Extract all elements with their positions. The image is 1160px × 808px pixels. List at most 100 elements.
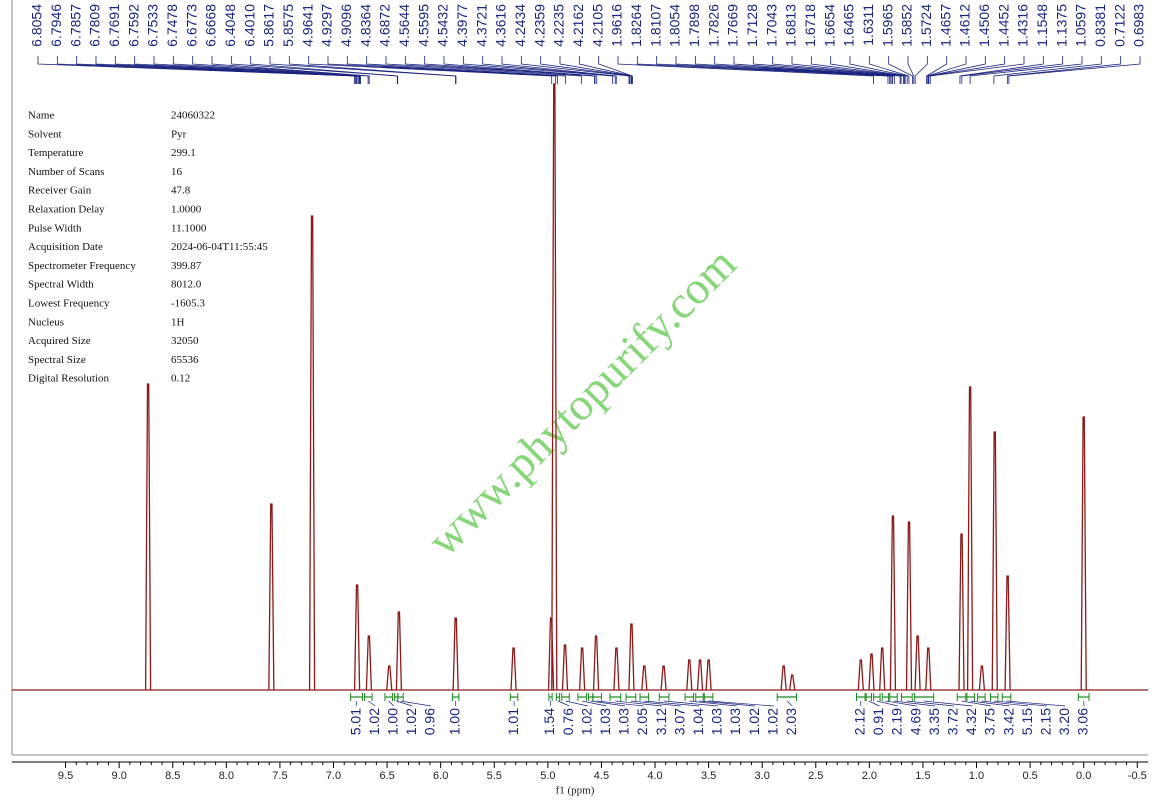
peak [978,665,986,691]
integral-label: 1.02 [366,708,382,735]
param-name: Pulse Width [28,222,82,234]
param-value: 32050 [171,335,199,347]
peak-label: 1.6654 [821,4,837,47]
integral-connector [994,700,1047,707]
integral-label: 1.02 [746,708,762,735]
peak [991,431,998,691]
peak-label-connector [888,56,914,84]
peak-label: 6.8054 [29,4,45,47]
param-value: 1.0000 [171,204,202,216]
integral-connector [664,700,718,707]
peak-label-connector [462,56,613,84]
integral-connector [597,700,644,707]
peak [958,533,965,691]
integral-label: 2.12 [851,708,867,735]
peak [889,515,897,691]
peak-label: 4.5644 [396,4,412,47]
peak-label-connector [559,56,632,84]
integral-label: 1.02 [764,708,780,735]
integral-connector [906,700,954,707]
peak-label-connector [1006,56,1122,84]
peak [789,674,796,691]
peak-label: 6.7592 [125,4,141,47]
peak-label-connector [192,56,369,84]
integral-connector [893,700,936,707]
x-tick-label: 1.5 [915,770,930,782]
peak [551,83,558,691]
peak [696,659,704,691]
integral-connector [615,700,663,707]
integral-connector [868,700,880,707]
integral-label: 4.69 [907,708,923,735]
x-tick-label: 2.0 [862,770,877,782]
peak-label-connector [404,56,595,84]
peak-label: 1.7898 [686,4,702,47]
peak [686,659,693,691]
peak-label-connector [327,56,556,84]
peak-label-connector [961,56,1064,84]
param-name: Temperature [28,147,84,159]
peak-label-connector [791,56,904,84]
peak-label-connector [114,56,359,84]
peak [268,503,275,691]
peak-label: 4.6872 [377,4,393,47]
integral-label: 1.00 [446,708,462,735]
param-value: 16 [171,166,183,178]
peak-label-connector [501,56,617,84]
integral-connector [400,700,432,707]
peak-label: 5.8617 [261,4,277,47]
peak-label: 1.8264 [628,4,644,47]
integral-label: 3.12 [653,708,669,735]
x-tick-label: 5.0 [540,770,555,782]
x-tick-label: 0.5 [1022,770,1037,782]
x-tick-label: 2.5 [808,770,823,782]
peak-label: 4.9641 [299,4,315,47]
x-tick-label: 6.5 [379,770,394,782]
peak-label-connector [907,56,915,84]
peak-label-connector [772,56,902,84]
peak-label: 6.6668 [203,4,219,47]
integral-label: 0.76 [560,708,576,735]
peak-label: 4.2105 [589,4,605,47]
peak-label: 4.3616 [493,4,509,47]
peak-label: 1.1548 [1034,4,1050,47]
peak-label: 1.6813 [783,4,799,47]
param-value: -1605.3 [171,298,205,310]
x-tick-label: 1.0 [969,770,984,782]
peak [1080,416,1087,691]
param-name: Digital Resolution [28,373,109,385]
peak [905,521,913,691]
peak-label-connector [929,56,1025,84]
peak [879,647,886,691]
param-value: 8012.0 [171,279,202,291]
peak [510,647,517,691]
peak [925,647,932,691]
integral-connector [876,700,899,707]
peak-label-connector [928,56,1006,84]
param-value: 1H [171,316,185,328]
peak-label: 1.7128 [744,4,760,47]
peak-label: 4.3977 [454,4,470,47]
param-value: 2024-06-04T11:55:45 [171,241,268,253]
peak [613,647,620,691]
peak-label: 1.5965 [879,4,895,47]
integral-label: 1.03 [616,708,632,735]
peak [452,617,459,691]
peak-label: 6.4010 [241,4,257,47]
param-name: Spectrometer Frequency [28,260,136,272]
peak-label: 0.7122 [1111,4,1127,47]
integral-label: 3.42 [1000,708,1016,735]
x-tick-label: 5.5 [487,770,502,782]
peak [578,647,586,691]
peak [547,617,555,691]
peak-label-connector [578,56,633,84]
peak [914,635,921,691]
peak-label-connector [56,56,356,84]
integral-label: 1.04 [690,708,706,735]
peak-label: 1.4452 [995,4,1011,47]
integral-label: 2.19 [889,708,905,735]
integral-label: 5.01 [347,708,363,735]
peak-label: 1.4612 [957,4,973,47]
peak-label-connector [230,56,398,84]
integral-label: 2.03 [783,708,799,735]
